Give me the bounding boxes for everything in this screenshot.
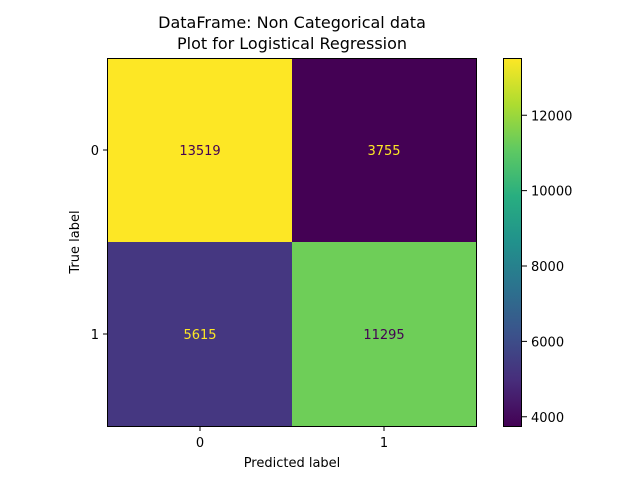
colorbar xyxy=(503,58,522,427)
chart-title-line-1: DataFrame: Non Categorical data xyxy=(158,13,426,32)
y-axis-ticks: 01 xyxy=(91,144,108,343)
colorbar-tick-label: 8000 xyxy=(531,260,564,275)
matrix-cell-1-1 xyxy=(292,242,476,426)
y-axis-label: True label xyxy=(68,210,83,274)
y-tick-label: 1 xyxy=(91,328,99,343)
matrix-cell-0-1 xyxy=(292,58,476,242)
matrix-cells: 13519 3755 5615 11295 xyxy=(108,58,476,426)
y-tick-label: 0 xyxy=(91,144,99,159)
x-tick-label: 1 xyxy=(380,436,388,451)
x-axis-label: Predicted label xyxy=(244,456,341,471)
cell-value-label-1-0: 5615 xyxy=(183,328,216,343)
x-tick-label: 0 xyxy=(196,436,204,451)
chart-title-line-2: Plot for Logistical Regression xyxy=(177,34,407,53)
colorbar-ticks: 4000 6000 8000 10000 12000 xyxy=(522,109,572,426)
colorbar-tick-label: 12000 xyxy=(531,109,572,124)
plot-frame xyxy=(107,58,477,427)
cell-value-label-1-1: 11295 xyxy=(363,328,404,343)
colorbar-tick-label: 4000 xyxy=(531,411,564,426)
colorbar-tick-label: 10000 xyxy=(531,185,572,200)
colorbar-tick-label: 6000 xyxy=(531,335,564,350)
cell-value-label-0-1: 3755 xyxy=(367,144,400,159)
matrix-cell-1-0 xyxy=(108,242,292,426)
matrix-cell-0-0 xyxy=(108,58,292,242)
cell-value-label-0-0: 13519 xyxy=(179,144,220,159)
